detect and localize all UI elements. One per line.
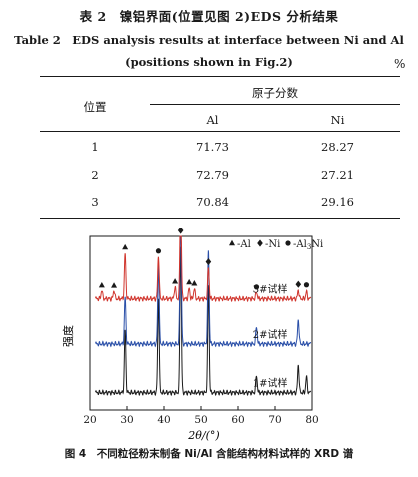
table-header-ni: Ni (330, 113, 345, 127)
peak-marker-triangle-icon (98, 281, 105, 288)
table-group-rule (150, 104, 400, 105)
legend-diamond-icon (257, 239, 263, 247)
x-tick-label: 70 (268, 414, 281, 426)
peak-marker-diamond-icon (295, 280, 302, 288)
x-tick-label: 50 (194, 414, 207, 426)
series-label: 3#试样 (253, 283, 288, 296)
table-header-al: Al (206, 113, 219, 127)
peak-marker-triangle-icon (122, 243, 129, 250)
legend-label: -Al3Ni (293, 239, 323, 251)
peak-marker-triangle-icon (186, 278, 193, 285)
table-header-rule (40, 131, 400, 132)
table-title-en: Table 2 EDS analysis results at interfac… (14, 33, 404, 47)
table-cell-al: 72.79 (196, 168, 229, 182)
peak-marker-diamond-icon (177, 228, 184, 234)
series-line (95, 235, 312, 303)
table-bottom-rule (40, 218, 400, 220)
table-title-cn: 表 2 镍铝界面(位置见图 2)EDS 分析结果 (79, 9, 339, 24)
series-label: 2#试样 (253, 328, 288, 341)
xrd-chart: 20 30 40 50 60 70 80 1#试样 2#试样 3#试样 -Al -Ni -Al3Ni 强… (61, 228, 323, 442)
figure-caption: 图 4 不同粒径粉末制备 Ni/Al 含能结构材料试样的 XRD 谱 (64, 448, 354, 460)
table-cell-al: 71.73 (196, 140, 229, 154)
x-axis-label: 2θ/(°) (187, 429, 219, 442)
peak-marker-diamond-icon (205, 257, 212, 266)
x-tick-label: 60 (231, 414, 244, 426)
y-axis-label: 强度 (61, 325, 75, 347)
plot-area: 20 30 40 50 60 70 80 1#试样 2#试样 3#试样 -Al -Ni -Al3Ni (83, 228, 323, 426)
table-header-atomic-fraction: 原子分数 (252, 86, 298, 100)
table-cell-ni: 27.21 (321, 168, 354, 182)
legend-triangle-icon (229, 239, 235, 246)
x-tick-label: 80 (305, 414, 318, 426)
peak-marker-circle-icon (303, 282, 310, 288)
peak-marker-triangle-icon (172, 278, 179, 284)
table-title-en-positions: (positions shown in Fig.2) (125, 55, 293, 69)
peak-marker-triangle-icon (111, 282, 118, 288)
table-cell-ni: 29.16 (321, 195, 354, 209)
series-line (95, 235, 312, 348)
table-cell-pos: 2 (91, 168, 99, 182)
legend-circle-icon (285, 240, 291, 246)
table-cell-ni: 28.27 (321, 140, 354, 154)
table-cell-pos: 3 (91, 195, 99, 209)
x-tick-label: 40 (157, 414, 170, 426)
legend-label: -Ni (265, 239, 280, 250)
x-tick-label: 30 (120, 414, 133, 426)
series-line (95, 246, 312, 397)
peak-marker-circle-icon (253, 284, 260, 290)
table-unit: % (394, 57, 406, 71)
series-label: 1#试样 (253, 377, 288, 390)
peak-marker-triangle-icon (191, 280, 198, 286)
table-cell-pos: 1 (91, 140, 99, 154)
peak-marker-circle-icon (155, 248, 162, 254)
x-tick-label: 20 (83, 414, 96, 426)
table-top-rule (40, 76, 400, 78)
table-header-position: 位置 (83, 100, 107, 114)
table-cell-al: 70.84 (196, 195, 229, 209)
legend-label: -Al (237, 239, 251, 250)
